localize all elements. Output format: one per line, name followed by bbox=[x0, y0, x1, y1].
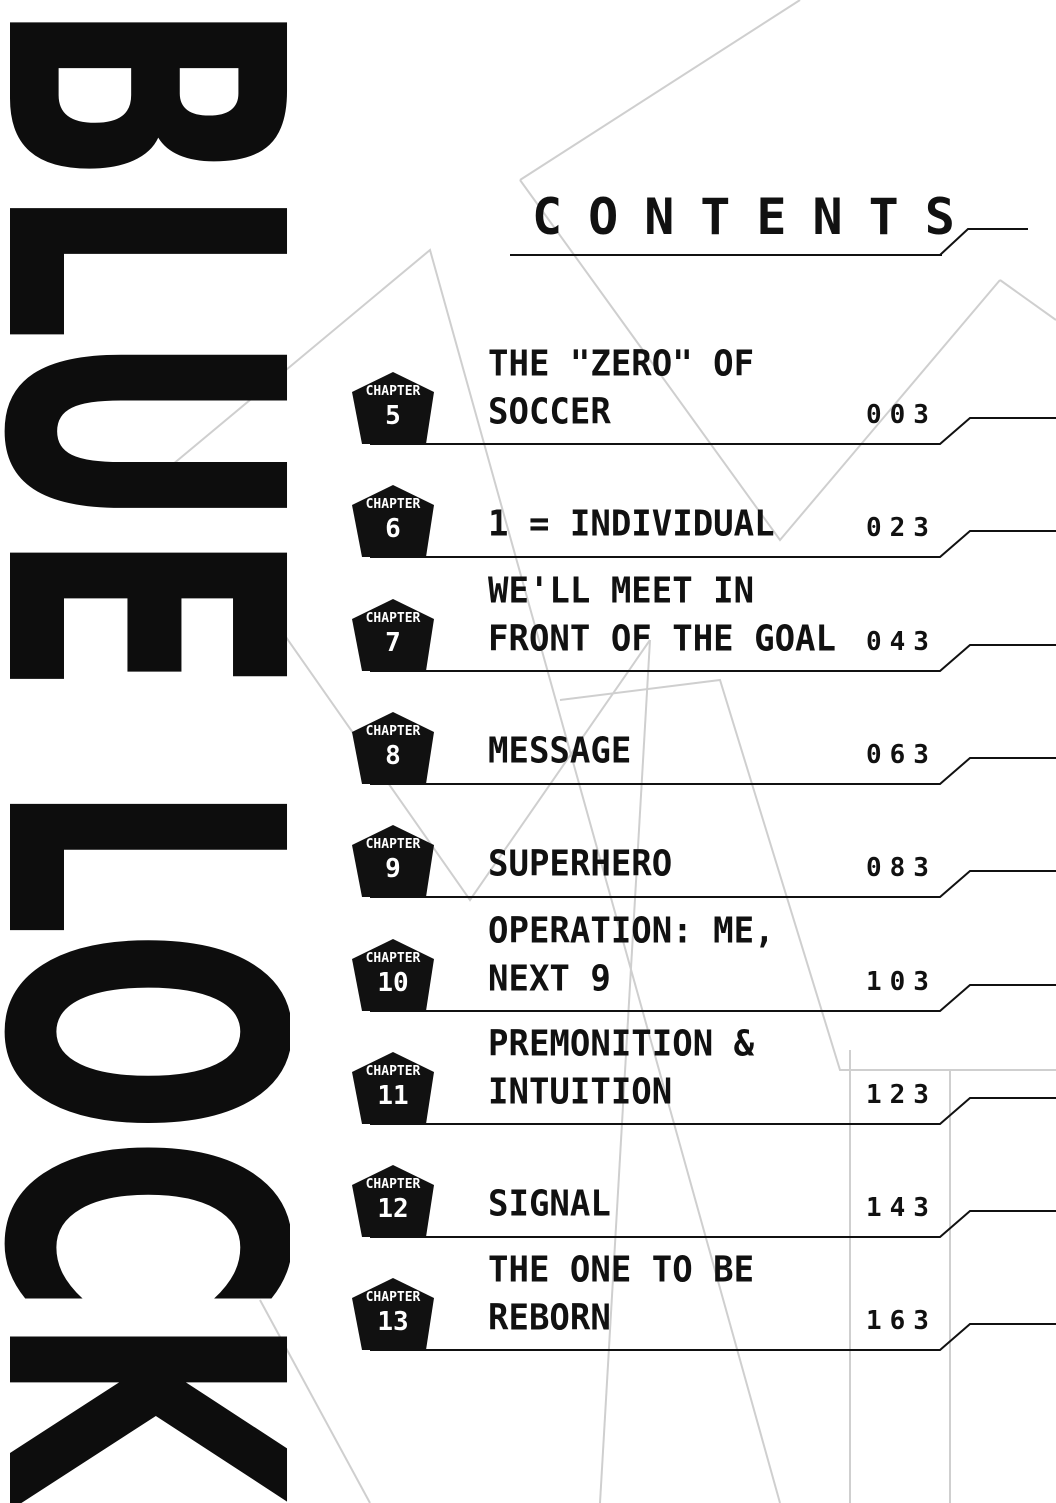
row-underline bbox=[370, 1323, 1056, 1352]
chapter-label: CHAPTER bbox=[365, 384, 421, 399]
chapter-title: 1 = INDIVIDUAL bbox=[488, 503, 775, 546]
pentagon-badge-shape bbox=[352, 1165, 434, 1238]
chapter-title: SIGNAL bbox=[488, 1183, 611, 1226]
chapter-label: CHAPTER bbox=[365, 1177, 421, 1193]
chapter-badge: CHAPTER 5 bbox=[352, 372, 434, 444]
chapter-number: 6 bbox=[385, 514, 401, 545]
page-number: 163 bbox=[866, 1306, 937, 1337]
chapter-number: 5 bbox=[385, 401, 401, 431]
chapter-badge: CHAPTER 12 bbox=[352, 1165, 434, 1238]
title-rule bbox=[510, 254, 942, 256]
chapter-badge: CHAPTER 13 bbox=[352, 1278, 434, 1351]
chapter-row[interactable]: CHAPTER 6 1 = INDIVIDUAL 023 bbox=[0, 453, 1056, 563]
row-underline bbox=[370, 530, 1056, 559]
chapter-title: OPERATION: ME, NEXT 9 bbox=[488, 909, 775, 1000]
chapter-row[interactable]: CHAPTER 11 PREMONITION & INTUITION 123 bbox=[0, 1020, 1056, 1130]
pentagon-badge-shape bbox=[352, 372, 434, 444]
title-rule-tail bbox=[939, 228, 1028, 256]
chapter-label: CHAPTER bbox=[365, 1063, 421, 1079]
chapter-label: CHAPTER bbox=[365, 950, 421, 966]
page-number: 003 bbox=[866, 400, 937, 430]
chapter-label: CHAPTER bbox=[365, 837, 421, 853]
page-number: 123 bbox=[866, 1079, 937, 1110]
page-number: 023 bbox=[866, 513, 937, 544]
logo-text: BLUE LOCK bbox=[0, 0, 290, 1503]
pentagon-badge-shape bbox=[352, 485, 434, 558]
chapter-title: PREMONITION & INTUITION bbox=[488, 1022, 755, 1113]
chapter-number: 12 bbox=[377, 1194, 409, 1225]
pentagon-badge-shape bbox=[352, 1051, 434, 1124]
row-underline bbox=[370, 1096, 1056, 1125]
chapter-number: 11 bbox=[377, 1080, 409, 1111]
chapter-title: THE ONE TO BE REBORN bbox=[488, 1249, 755, 1340]
chapter-badge: CHAPTER 7 bbox=[352, 598, 434, 671]
pentagon-badge-shape bbox=[352, 598, 434, 671]
row-underline bbox=[370, 983, 1056, 1012]
chapter-number: 13 bbox=[377, 1307, 409, 1338]
chapter-row[interactable]: CHAPTER 12 SIGNAL 143 bbox=[0, 1133, 1056, 1243]
chapter-title: SUPERHERO bbox=[488, 843, 673, 886]
chapter-title: MESSAGE bbox=[488, 729, 632, 772]
pentagon-badge-shape bbox=[352, 938, 434, 1011]
page-number: 103 bbox=[866, 966, 937, 997]
row-underline bbox=[370, 756, 1056, 785]
page-number: 043 bbox=[866, 626, 937, 657]
chapter-row[interactable]: CHAPTER 7 WE'LL MEET IN FRONT OF THE GOA… bbox=[0, 567, 1056, 677]
chapter-number: 7 bbox=[385, 627, 401, 658]
row-underline bbox=[370, 417, 1056, 445]
chapter-title: THE "ZERO" OF SOCCER bbox=[488, 342, 755, 434]
chapter-label: CHAPTER bbox=[365, 723, 421, 739]
chapter-badge: CHAPTER 10 bbox=[352, 938, 434, 1011]
blue-lock-logo: BLUE LOCK bbox=[0, 0, 290, 1503]
chapter-number: 10 bbox=[377, 967, 409, 998]
chapter-badge: CHAPTER 6 bbox=[352, 485, 434, 558]
page-number: 143 bbox=[866, 1193, 937, 1224]
chapter-row[interactable]: CHAPTER 13 THE ONE TO BE REBORN 163 bbox=[0, 1246, 1056, 1356]
chapter-label: CHAPTER bbox=[365, 610, 421, 626]
chapter-title: WE'LL MEET IN FRONT OF THE GOAL bbox=[488, 569, 836, 660]
chapter-number: 8 bbox=[385, 740, 401, 771]
chapter-row[interactable]: CHAPTER 8 MESSAGE 063 bbox=[0, 680, 1056, 790]
page-number: 083 bbox=[866, 853, 937, 884]
row-underline bbox=[370, 870, 1056, 899]
pentagon-badge-shape bbox=[352, 711, 434, 784]
chapter-row[interactable]: CHAPTER 5 THE "ZERO" OF SOCCER 003 bbox=[0, 340, 1056, 450]
chapter-row[interactable]: CHAPTER 10 OPERATION: ME, NEXT 9 103 bbox=[0, 907, 1056, 1017]
page-title: CONTENTS bbox=[532, 188, 981, 246]
chapter-badge: CHAPTER 9 bbox=[352, 825, 434, 898]
chapter-label: CHAPTER bbox=[365, 497, 421, 513]
chapter-label: CHAPTER bbox=[365, 1290, 421, 1306]
chapter-number: 9 bbox=[385, 854, 401, 885]
chapter-badge: CHAPTER 11 bbox=[352, 1051, 434, 1124]
chapter-row[interactable]: CHAPTER 9 SUPERHERO 083 bbox=[0, 793, 1056, 903]
row-underline bbox=[370, 1210, 1056, 1239]
page-number: 063 bbox=[866, 739, 937, 770]
row-underline bbox=[370, 643, 1056, 672]
chapter-badge: CHAPTER 8 bbox=[352, 711, 434, 784]
pentagon-badge-shape bbox=[352, 1278, 434, 1351]
pentagon-badge-shape bbox=[352, 825, 434, 898]
